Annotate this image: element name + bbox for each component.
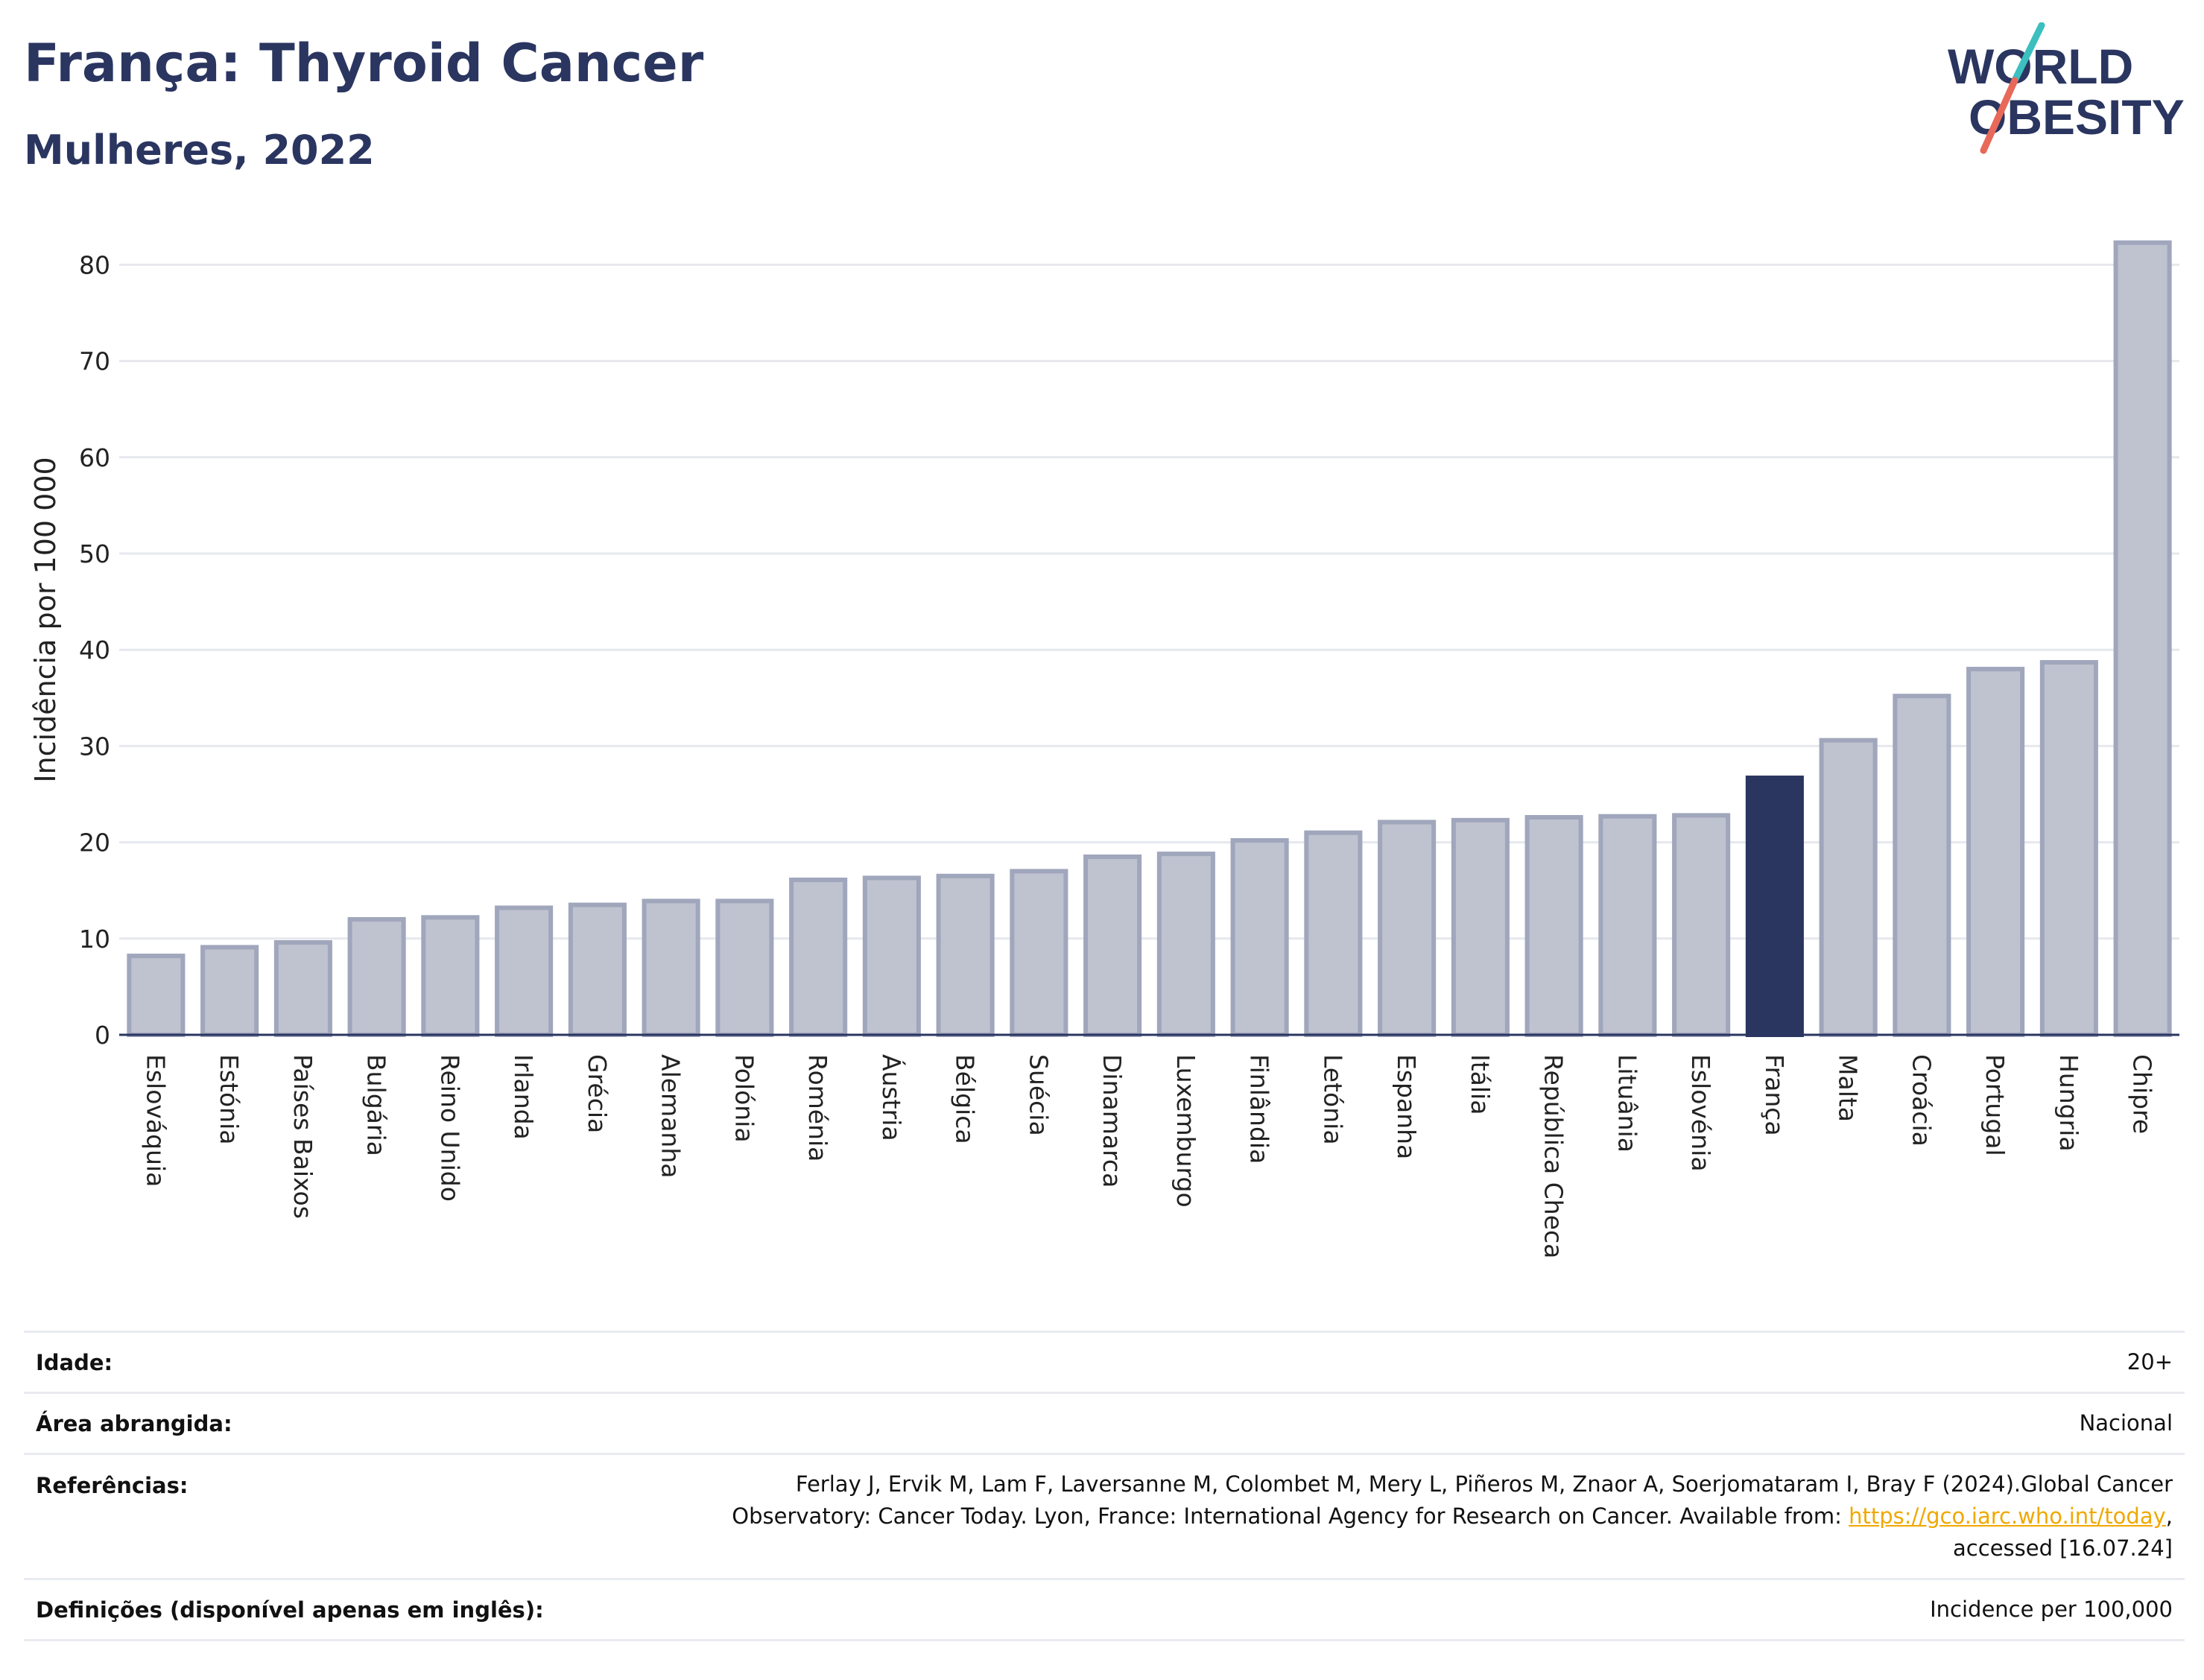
bar-bélgica bbox=[936, 873, 995, 1037]
bar-suécia bbox=[1010, 869, 1068, 1037]
bar-chipre bbox=[2113, 240, 2172, 1038]
x-tick-label: Croácia bbox=[1907, 1054, 1936, 1147]
info-table: Idade: 20+ Área abrangida: Nacional Refe… bbox=[24, 1331, 2185, 1641]
age-value: 20+ bbox=[599, 1331, 2185, 1393]
bar-roménia bbox=[789, 877, 848, 1038]
bar-países-baixos bbox=[273, 939, 332, 1038]
bar-chart: 0 10 20 30 40 50 60 70 80 Eslováquia Estónia Países… bbox=[29, 240, 2179, 1258]
bar-estónia bbox=[200, 945, 259, 1037]
y-tick-label: 40 bbox=[79, 635, 110, 665]
references-link[interactable]: https://gco.iarc.who.int/today bbox=[1849, 1503, 2166, 1529]
x-tick-label: Áustria bbox=[877, 1054, 907, 1141]
bar-grécia bbox=[568, 902, 627, 1037]
x-tick-label: Chipre bbox=[2128, 1054, 2157, 1134]
bar-eslováquia bbox=[127, 954, 186, 1038]
x-tick-label: Polónia bbox=[729, 1054, 759, 1143]
x-tick-label: Portugal bbox=[1980, 1054, 2010, 1156]
world-obesity-logo: WORLD OBESITY bbox=[1948, 22, 2185, 154]
x-tick-label: Bélgica bbox=[951, 1054, 980, 1144]
bar-malta bbox=[1819, 738, 1878, 1037]
x-tick-label: Suécia bbox=[1024, 1054, 1053, 1136]
x-tick-label: França bbox=[1760, 1054, 1789, 1136]
x-tick-label: Roménia bbox=[803, 1054, 832, 1161]
info-row-references: Referências: Ferlay J, Ervik M, Lam F, L… bbox=[24, 1453, 2185, 1579]
bar-portugal bbox=[1966, 667, 2025, 1037]
bar-croácia bbox=[1893, 694, 1951, 1037]
x-tick-label: Luxemburgo bbox=[1171, 1054, 1200, 1208]
bar-luxemburgo bbox=[1156, 852, 1215, 1037]
axes: 0 10 20 30 40 50 60 70 80 Eslováquia Estónia Países… bbox=[79, 250, 2179, 1258]
bar-finlândia bbox=[1230, 838, 1289, 1037]
bar-alemanha bbox=[642, 898, 700, 1037]
y-tick-label: 80 bbox=[79, 250, 110, 279]
x-tick-label: Malta bbox=[1834, 1054, 1863, 1122]
y-tick-label: 10 bbox=[79, 925, 110, 954]
x-tick-label: Hungria bbox=[2054, 1054, 2083, 1152]
info-row-age: Idade: 20+ bbox=[24, 1331, 2185, 1393]
bar-reino-unido bbox=[421, 915, 480, 1037]
logo-slash-bottom bbox=[1980, 77, 2018, 154]
x-tick-label: Países Baixos bbox=[288, 1054, 317, 1219]
bars bbox=[127, 240, 2172, 1038]
logo-slash-top bbox=[2011, 22, 2045, 84]
y-tick-label: 70 bbox=[79, 347, 110, 376]
y-tick-label: 60 bbox=[79, 443, 110, 472]
definitions-value: Incidence per 100,000 bbox=[599, 1578, 2185, 1641]
bar-república-checa bbox=[1524, 815, 1583, 1038]
y-tick-label: 0 bbox=[95, 1021, 110, 1050]
info-row-definitions: Definições (disponível apenas em inglês)… bbox=[24, 1578, 2185, 1641]
bar-lituânia bbox=[1598, 814, 1657, 1037]
bar-itália bbox=[1451, 817, 1510, 1038]
x-tick-label: Grécia bbox=[583, 1054, 612, 1133]
y-axis-title: Incidência por 100 000 bbox=[29, 457, 62, 782]
references-label: Referências: bbox=[24, 1453, 600, 1579]
x-tick-label: Reino Unido bbox=[435, 1054, 464, 1202]
bar-frança bbox=[1745, 776, 1804, 1037]
x-tick-label: Irlanda bbox=[509, 1054, 538, 1140]
x-tick-label: Lituânia bbox=[1612, 1054, 1641, 1153]
info-row-area: Área abrangida: Nacional bbox=[24, 1392, 2185, 1454]
page-title: França: Thyroid Cancer bbox=[24, 33, 704, 94]
bar-hungria bbox=[2039, 659, 2098, 1037]
x-tick-label: Finlândia bbox=[1245, 1054, 1274, 1164]
x-tick-label: Alemanha bbox=[656, 1054, 685, 1178]
area-value: Nacional bbox=[599, 1392, 2185, 1454]
definitions-label: Definições (disponível apenas em inglês)… bbox=[24, 1578, 600, 1641]
y-tick-label: 50 bbox=[79, 539, 110, 568]
x-tick-label: República Checa bbox=[1539, 1054, 1568, 1258]
x-tick-label: Espanha bbox=[1392, 1054, 1421, 1159]
x-tick-label: Letónia bbox=[1318, 1054, 1347, 1145]
age-label: Idade: bbox=[24, 1331, 600, 1393]
references-text-2: Observatory: Cancer Today. Lyon, France:… bbox=[732, 1503, 1849, 1529]
references-value: Ferlay J, Ervik M, Lam F, Laversanne M, … bbox=[599, 1453, 2185, 1579]
references-text-4: accessed [16.07.24] bbox=[1953, 1535, 2173, 1561]
x-tick-label: Bulgária bbox=[362, 1054, 391, 1156]
bar-espanha bbox=[1378, 820, 1437, 1038]
bar-polónia bbox=[715, 898, 774, 1037]
x-tick-label: Eslováquia bbox=[141, 1054, 170, 1187]
page-subtitle: Mulheres, 2022 bbox=[24, 127, 375, 174]
x-tick-label: Eslovénia bbox=[1686, 1054, 1715, 1172]
area-label: Área abrangida: bbox=[24, 1392, 600, 1454]
x-tick-label: Itália bbox=[1466, 1054, 1495, 1115]
bar-irlanda bbox=[495, 905, 554, 1038]
y-tick-label: 30 bbox=[79, 732, 110, 761]
bar-eslovénia bbox=[1672, 813, 1731, 1037]
bar-bulgária bbox=[347, 916, 406, 1037]
y-tick-label: 20 bbox=[79, 828, 110, 858]
references-text-1: Ferlay J, Ervik M, Lam F, Laversanne M, … bbox=[795, 1471, 2173, 1497]
bar-letónia bbox=[1304, 830, 1363, 1038]
x-tick-label: Estónia bbox=[215, 1054, 244, 1144]
bar-áustria bbox=[862, 875, 921, 1038]
references-text-3: , bbox=[2165, 1503, 2173, 1529]
x-tick-label: Dinamarca bbox=[1098, 1054, 1127, 1188]
logo-text-world: WORLD bbox=[1948, 39, 2133, 94]
bar-dinamarca bbox=[1083, 854, 1142, 1037]
